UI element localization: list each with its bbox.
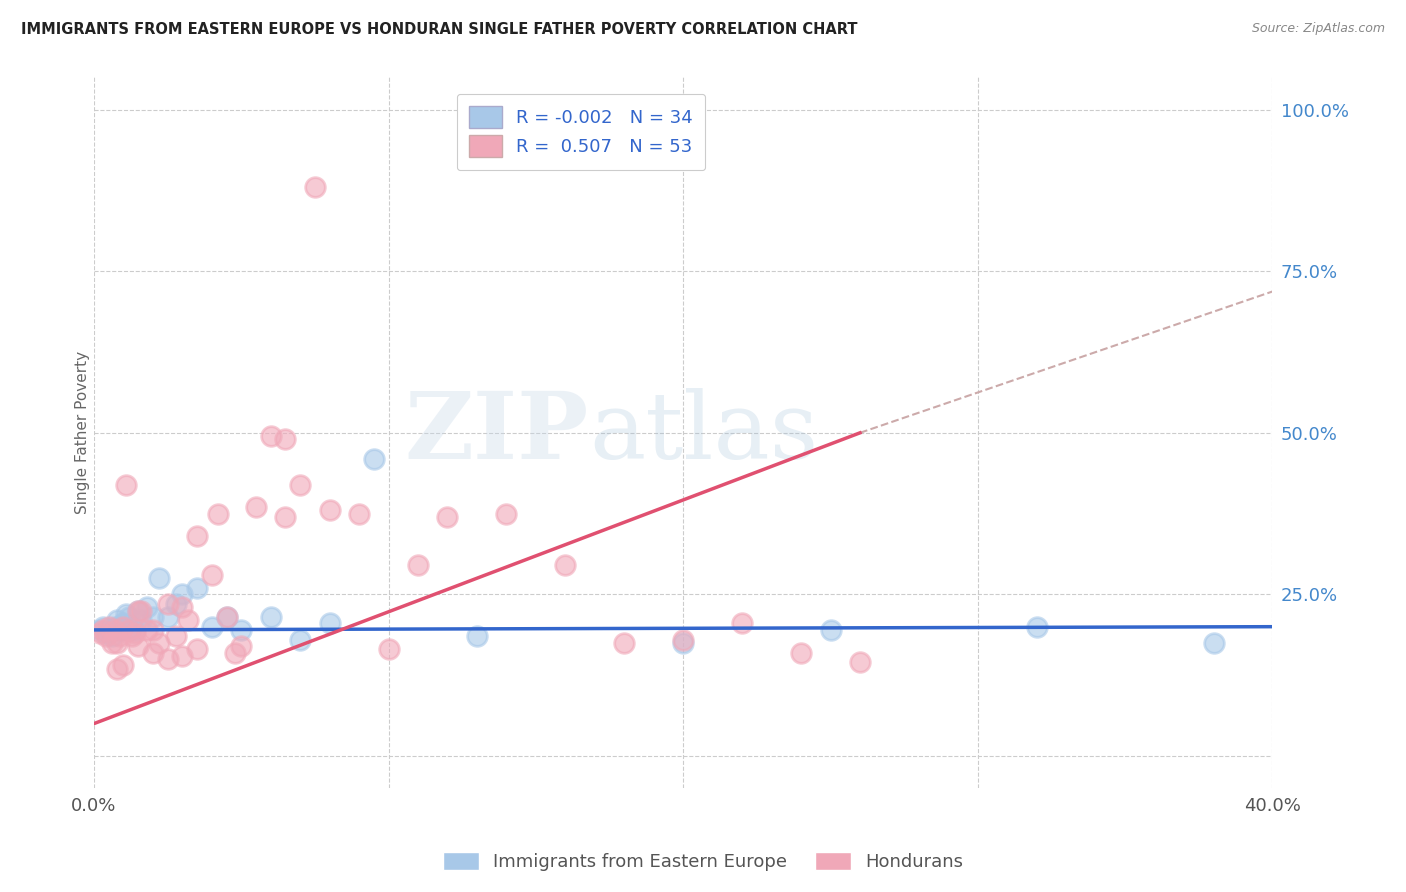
Point — [363, 451, 385, 466]
Point — [136, 600, 159, 615]
Point — [107, 613, 129, 627]
Point — [91, 623, 114, 637]
Point — [260, 429, 283, 443]
Point — [129, 613, 152, 627]
Point — [554, 558, 576, 573]
Point — [177, 613, 200, 627]
Point — [260, 610, 283, 624]
Point — [318, 503, 340, 517]
Point — [112, 620, 135, 634]
Point — [201, 568, 224, 582]
Point — [89, 626, 111, 640]
Point — [94, 629, 117, 643]
Point — [91, 620, 114, 634]
Point — [100, 629, 122, 643]
Point — [103, 620, 125, 634]
Point — [127, 639, 149, 653]
Point — [406, 558, 429, 573]
Point — [288, 477, 311, 491]
Point — [165, 597, 187, 611]
Point — [672, 636, 695, 650]
Point — [207, 507, 229, 521]
Point — [186, 581, 208, 595]
Point — [103, 623, 125, 637]
Point — [201, 620, 224, 634]
Point — [495, 507, 517, 521]
Point — [165, 629, 187, 643]
Point — [849, 655, 872, 669]
Text: atlas: atlas — [589, 388, 818, 478]
Point — [172, 648, 194, 663]
Point — [118, 623, 141, 637]
Point — [148, 636, 170, 650]
Point — [124, 626, 146, 640]
Point — [107, 636, 129, 650]
Point — [136, 623, 159, 637]
Point — [377, 642, 399, 657]
Point — [97, 620, 120, 634]
Point — [156, 652, 179, 666]
Point — [172, 600, 194, 615]
Point — [110, 623, 132, 637]
Point — [231, 639, 253, 653]
Point — [118, 610, 141, 624]
Point — [274, 509, 297, 524]
Point — [465, 629, 488, 643]
Point — [115, 477, 138, 491]
Text: IMMIGRANTS FROM EASTERN EUROPE VS HONDURAN SINGLE FATHER POVERTY CORRELATION CHA: IMMIGRANTS FROM EASTERN EUROPE VS HONDUR… — [21, 22, 858, 37]
Point — [186, 529, 208, 543]
Point — [89, 623, 111, 637]
Point — [112, 616, 135, 631]
Point — [347, 507, 370, 521]
Point — [790, 646, 813, 660]
Point — [215, 610, 238, 624]
Point — [1202, 636, 1225, 650]
Point — [97, 623, 120, 637]
Point — [613, 636, 636, 650]
Point — [94, 626, 117, 640]
Point — [124, 623, 146, 637]
Point — [121, 629, 143, 643]
Point — [148, 571, 170, 585]
Point — [129, 603, 152, 617]
Point — [215, 610, 238, 624]
Point — [231, 623, 253, 637]
Point — [172, 587, 194, 601]
Point — [318, 616, 340, 631]
Legend: Immigrants from Eastern Europe, Hondurans: Immigrants from Eastern Europe, Honduran… — [436, 845, 970, 879]
Text: Source: ZipAtlas.com: Source: ZipAtlas.com — [1251, 22, 1385, 36]
Legend: R = -0.002   N = 34, R =  0.507   N = 53: R = -0.002 N = 34, R = 0.507 N = 53 — [457, 94, 706, 170]
Point — [245, 500, 267, 515]
Point — [110, 629, 132, 643]
Point — [304, 180, 326, 194]
Text: ZIP: ZIP — [405, 388, 589, 478]
Point — [142, 623, 165, 637]
Point — [127, 603, 149, 617]
Point — [731, 616, 754, 631]
Y-axis label: Single Father Poverty: Single Father Poverty — [76, 351, 90, 515]
Point — [127, 603, 149, 617]
Point — [436, 509, 458, 524]
Point — [142, 646, 165, 660]
Point — [107, 662, 129, 676]
Point — [156, 597, 179, 611]
Point — [672, 632, 695, 647]
Point — [115, 607, 138, 621]
Point — [224, 646, 246, 660]
Point — [820, 623, 842, 637]
Point — [274, 432, 297, 446]
Point — [142, 610, 165, 624]
Point — [156, 610, 179, 624]
Point — [186, 642, 208, 657]
Point — [1025, 620, 1047, 634]
Point — [100, 636, 122, 650]
Point — [112, 658, 135, 673]
Point — [288, 632, 311, 647]
Point — [121, 620, 143, 634]
